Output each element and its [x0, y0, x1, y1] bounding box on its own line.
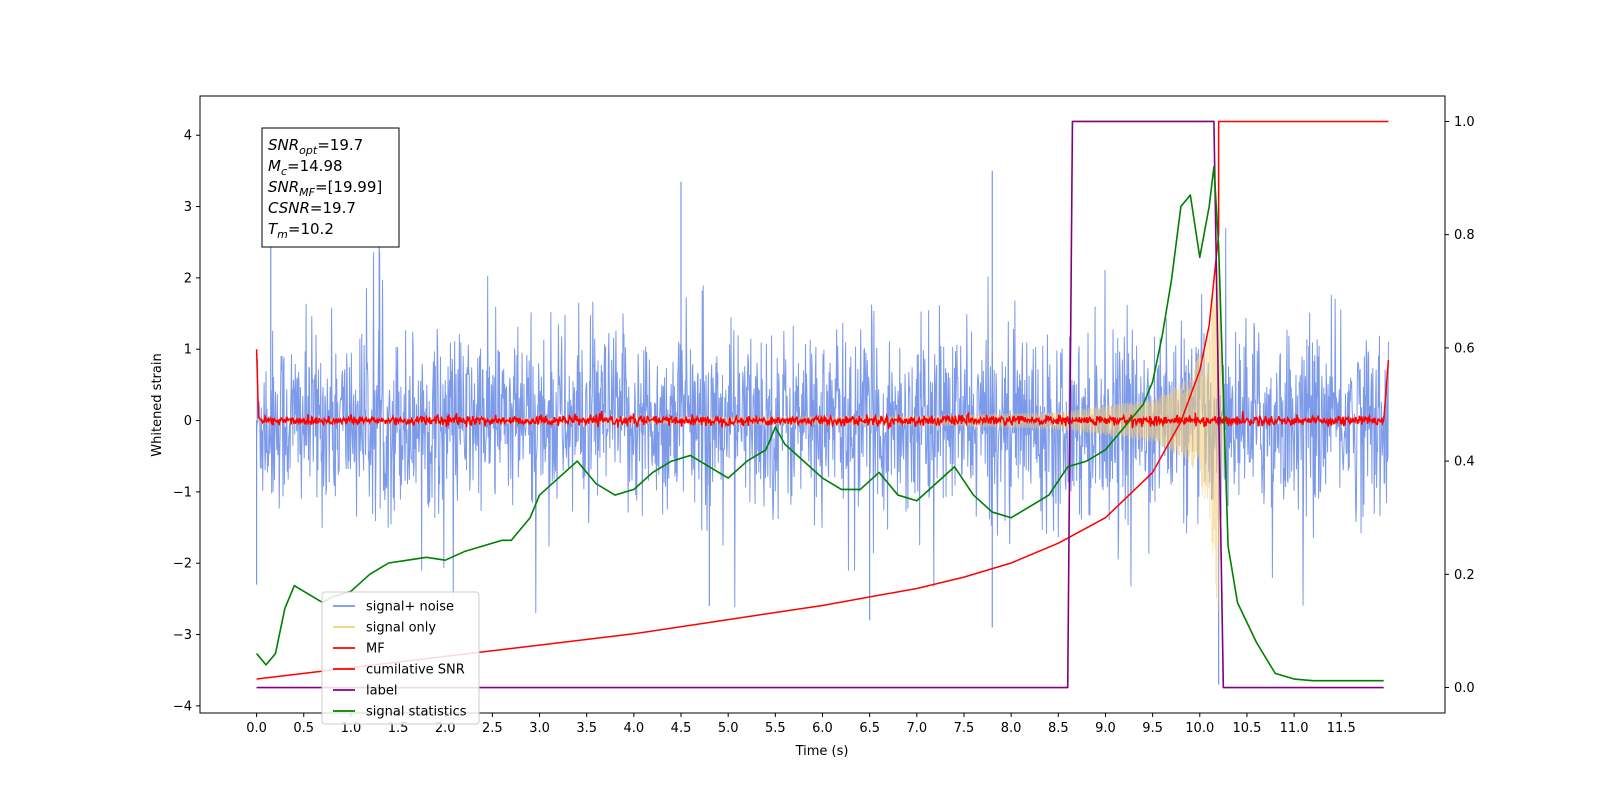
y-right-tick-label: 0.2 [1454, 568, 1475, 583]
series-mf-line [255, 349, 1390, 430]
x-axis: 0.0 0.5 1.0 1.5 2.0 2.5 3.0 3.5 4.0 4.5 5.0 5.5 6.0 6… [246, 713, 1356, 736]
series-label-line [256, 120, 1384, 689]
x-axis-label: Time (s) [795, 744, 849, 759]
legend: signal+ noise signal only MF cumilative SNR… [321, 591, 480, 725]
info-box: SNRopt=19.7 Mc=14.98 SNRMF=[19.99] CSNR=… [261, 127, 400, 248]
y-right-tick-label: 0.8 [1454, 228, 1475, 243]
x-tick-label: 0.5 [293, 721, 314, 736]
x-tick-label: 1.5 [388, 721, 409, 736]
x-tick-label: 10.0 [1185, 721, 1214, 736]
y-right-tick-label: 0.6 [1454, 341, 1475, 356]
y-left-tick-label: −1 [173, 485, 192, 500]
info-mc: Mc=14.98 [268, 157, 343, 178]
y-left-tick-label: −4 [173, 699, 192, 714]
x-tick-label: 2.5 [482, 721, 503, 736]
y-axis-left: 4 3 2 1 0 −1 −2 −3 −4 [173, 129, 200, 714]
legend-frame [321, 591, 480, 725]
y-right-tick-label: 1.0 [1454, 115, 1475, 130]
x-tick-label: 2.0 [435, 721, 456, 736]
x-tick-label: 6.5 [859, 721, 880, 736]
y-axis-right: 1.0 0.8 0.6 0.4 0.2 0.0 [1445, 115, 1475, 696]
x-tick-label: 6.0 [812, 721, 833, 736]
x-tick-label: 11.5 [1327, 721, 1356, 736]
plot-area [255, 120, 1390, 689]
x-tick-label: 11.0 [1280, 721, 1309, 736]
y-axis-label: Whitened strain [150, 353, 165, 456]
info-tm: Tm=10.2 [268, 220, 334, 241]
x-tick-label: 4.0 [624, 721, 645, 736]
x-tick-label: 9.0 [1095, 721, 1116, 736]
x-tick-label: 10.5 [1232, 721, 1261, 736]
info-snr-opt: SNRopt=19.7 [268, 136, 363, 157]
x-tick-label: 9.5 [1142, 721, 1163, 736]
y-left-tick-label: 3 [184, 200, 192, 215]
legend-label-label: label [366, 684, 397, 699]
series-signal-statistics-line [255, 165, 1384, 682]
series-cumulative-snr-line [256, 120, 1389, 680]
legend-label-signal-only: signal only [366, 621, 436, 636]
legend-label-signal-statistics: signal statistics [366, 705, 467, 720]
x-tick-label: 7.0 [906, 721, 927, 736]
x-tick-label: 3.5 [576, 721, 597, 736]
info-snr-mf: SNRMF=[19.99] [268, 178, 382, 199]
info-csnr: CSNR=19.7 [268, 199, 356, 217]
x-tick-label: 5.0 [718, 721, 739, 736]
info-box-frame [261, 127, 400, 248]
x-tick-label: 0.0 [246, 721, 267, 736]
y-left-tick-label: 0 [184, 414, 192, 429]
x-tick-label: 4.5 [671, 721, 692, 736]
y-left-tick-label: −3 [173, 628, 192, 643]
y-left-tick-label: −2 [173, 557, 192, 572]
legend-label-signal-noise: signal+ noise [366, 600, 454, 615]
legend-label-mf: MF [366, 642, 385, 657]
y-left-tick-label: 4 [184, 129, 192, 144]
y-right-tick-label: 0.4 [1454, 455, 1475, 470]
y-left-tick-label: 1 [184, 343, 192, 358]
y-left-tick-label: 2 [184, 271, 192, 286]
x-tick-label: 5.5 [765, 721, 786, 736]
x-tick-label: 8.5 [1048, 721, 1069, 736]
x-tick-label: 7.5 [954, 721, 975, 736]
legend-label-cumilative-snr: cumilative SNR [366, 663, 465, 678]
x-tick-label: 8.0 [1001, 721, 1022, 736]
x-tick-label: 1.0 [341, 721, 362, 736]
x-tick-label: 3.0 [529, 721, 550, 736]
y-right-tick-label: 0.0 [1454, 681, 1475, 696]
